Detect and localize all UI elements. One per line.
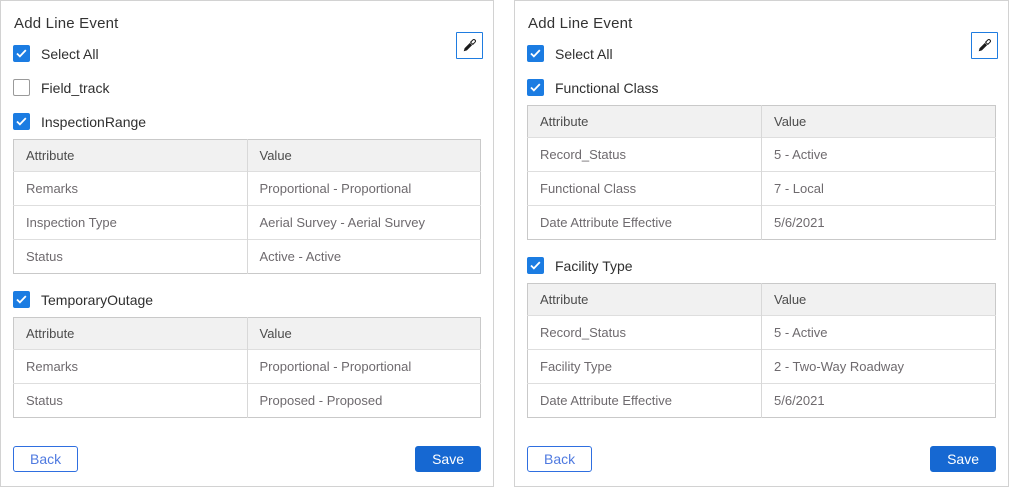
table-row: Facility Type 2 - Two-Way Roadway (527, 349, 996, 384)
value-cell: Active - Active (246, 239, 481, 274)
layer-label: Field_track (41, 79, 110, 96)
select-all-checkbox[interactable] (527, 45, 544, 62)
check-icon (16, 49, 27, 58)
pen-icon (976, 37, 993, 54)
add-line-event-panel-left: Add Line Event Select All Field_track I (0, 0, 494, 487)
table-row: Record_Status 5 - Active (527, 137, 996, 172)
value-cell: 5 - Active (761, 315, 996, 350)
value-cell: 5 - Active (761, 137, 996, 172)
check-icon (530, 83, 541, 92)
layer-group-inspection-range: InspectionRange Attribute Value Remarks … (13, 113, 481, 274)
layer-label: TemporaryOutage (41, 291, 154, 308)
check-icon (530, 261, 541, 270)
table-row: Inspection Type Aerial Survey - Aerial S… (13, 205, 481, 240)
table-header-row: Attribute Value (527, 105, 996, 138)
select-all-checkbox-row[interactable]: Select All (13, 45, 481, 62)
table-row: Date Attribute Effective 5/6/2021 (527, 205, 996, 240)
attribute-table: Attribute Value Remarks Proportional - P… (13, 317, 481, 418)
picker-button[interactable] (971, 32, 998, 59)
value-cell: Proportional - Proportional (246, 171, 481, 206)
select-all-label: Select All (555, 45, 613, 62)
attribute-cell: Status (13, 383, 247, 418)
attribute-table: Attribute Value Remarks Proportional - P… (13, 139, 481, 274)
table-header-value: Value (761, 105, 996, 138)
page-title: Add Line Event (14, 15, 119, 32)
attribute-cell: Date Attribute Effective (527, 205, 762, 240)
back-button[interactable]: Back (527, 446, 593, 472)
table-header-value: Value (761, 283, 996, 316)
pen-icon (461, 37, 478, 54)
attribute-cell: Inspection Type (13, 205, 247, 240)
table-header-row: Attribute Value (527, 283, 996, 316)
attribute-cell: Facility Type (527, 349, 762, 384)
check-icon (530, 49, 541, 58)
attribute-cell: Remarks (13, 349, 247, 384)
attribute-cell: Date Attribute Effective (527, 383, 762, 418)
footer: Back Save (527, 446, 996, 474)
layer-checkbox[interactable] (13, 113, 30, 130)
attribute-cell: Remarks (13, 171, 247, 206)
layer-checkbox[interactable] (13, 79, 30, 96)
value-cell: 2 - Two-Way Roadway (761, 349, 996, 384)
table-header-value: Value (246, 139, 481, 172)
layer-checkbox-row[interactable]: InspectionRange (13, 113, 481, 130)
table-header-attribute: Attribute (527, 283, 762, 316)
layer-checkbox[interactable] (527, 257, 544, 274)
attribute-table: Attribute Value Record_Status 5 - Active… (527, 105, 996, 240)
layer-checkbox-row[interactable]: Field_track (13, 79, 481, 96)
layer-label: Functional Class (555, 79, 659, 96)
layer-checkbox-row[interactable]: Facility Type (527, 257, 996, 274)
table-row: Remarks Proportional - Proportional (13, 349, 481, 384)
select-all-label: Select All (41, 45, 99, 62)
save-button[interactable]: Save (930, 446, 996, 472)
attribute-cell: Record_Status (527, 315, 762, 350)
layer-checkbox-row[interactable]: TemporaryOutage (13, 291, 481, 308)
table-row: Remarks Proportional - Proportional (13, 171, 481, 206)
value-cell: Aerial Survey - Aerial Survey (246, 205, 481, 240)
check-icon (16, 117, 27, 126)
table-row: Date Attribute Effective 5/6/2021 (527, 383, 996, 418)
footer: Back Save (13, 446, 481, 474)
table-header-attribute: Attribute (527, 105, 762, 138)
page-title: Add Line Event (528, 15, 633, 32)
table-row: Record_Status 5 - Active (527, 315, 996, 350)
value-cell: Proposed - Proposed (246, 383, 481, 418)
save-button[interactable]: Save (415, 446, 481, 472)
table-header-row: Attribute Value (13, 139, 481, 172)
value-cell: 5/6/2021 (761, 205, 996, 240)
layer-checkbox-row[interactable]: Functional Class (527, 79, 996, 96)
table-row: Status Active - Active (13, 239, 481, 274)
layer-checkbox[interactable] (527, 79, 544, 96)
select-all-checkbox-row[interactable]: Select All (527, 45, 996, 62)
layer-group-field-track: Field_track (13, 79, 481, 96)
table-header-row: Attribute Value (13, 317, 481, 350)
value-cell: 5/6/2021 (761, 383, 996, 418)
layer-label: Facility Type (555, 257, 633, 274)
attribute-cell: Status (13, 239, 247, 274)
table-header-attribute: Attribute (13, 317, 247, 350)
table-header-value: Value (246, 317, 481, 350)
add-line-event-panel-right: Add Line Event Select All Functional Cla… (514, 0, 1009, 487)
attribute-cell: Functional Class (527, 171, 762, 206)
table-header-attribute: Attribute (13, 139, 247, 172)
table-row: Functional Class 7 - Local (527, 171, 996, 206)
value-cell: 7 - Local (761, 171, 996, 206)
select-all-checkbox[interactable] (13, 45, 30, 62)
attribute-cell: Record_Status (527, 137, 762, 172)
back-button[interactable]: Back (13, 446, 79, 472)
check-icon (16, 295, 27, 304)
layer-group-functional-class: Functional Class Attribute Value Record_… (527, 79, 996, 240)
layer-group-temporary-outage: TemporaryOutage Attribute Value Remarks … (13, 291, 481, 418)
attribute-table: Attribute Value Record_Status 5 - Active… (527, 283, 996, 418)
value-cell: Proportional - Proportional (246, 349, 481, 384)
picker-button[interactable] (456, 32, 483, 59)
layer-checkbox[interactable] (13, 291, 30, 308)
layer-label: InspectionRange (41, 113, 147, 130)
table-row: Status Proposed - Proposed (13, 383, 481, 418)
layer-group-facility-type: Facility Type Attribute Value Record_Sta… (527, 257, 996, 418)
